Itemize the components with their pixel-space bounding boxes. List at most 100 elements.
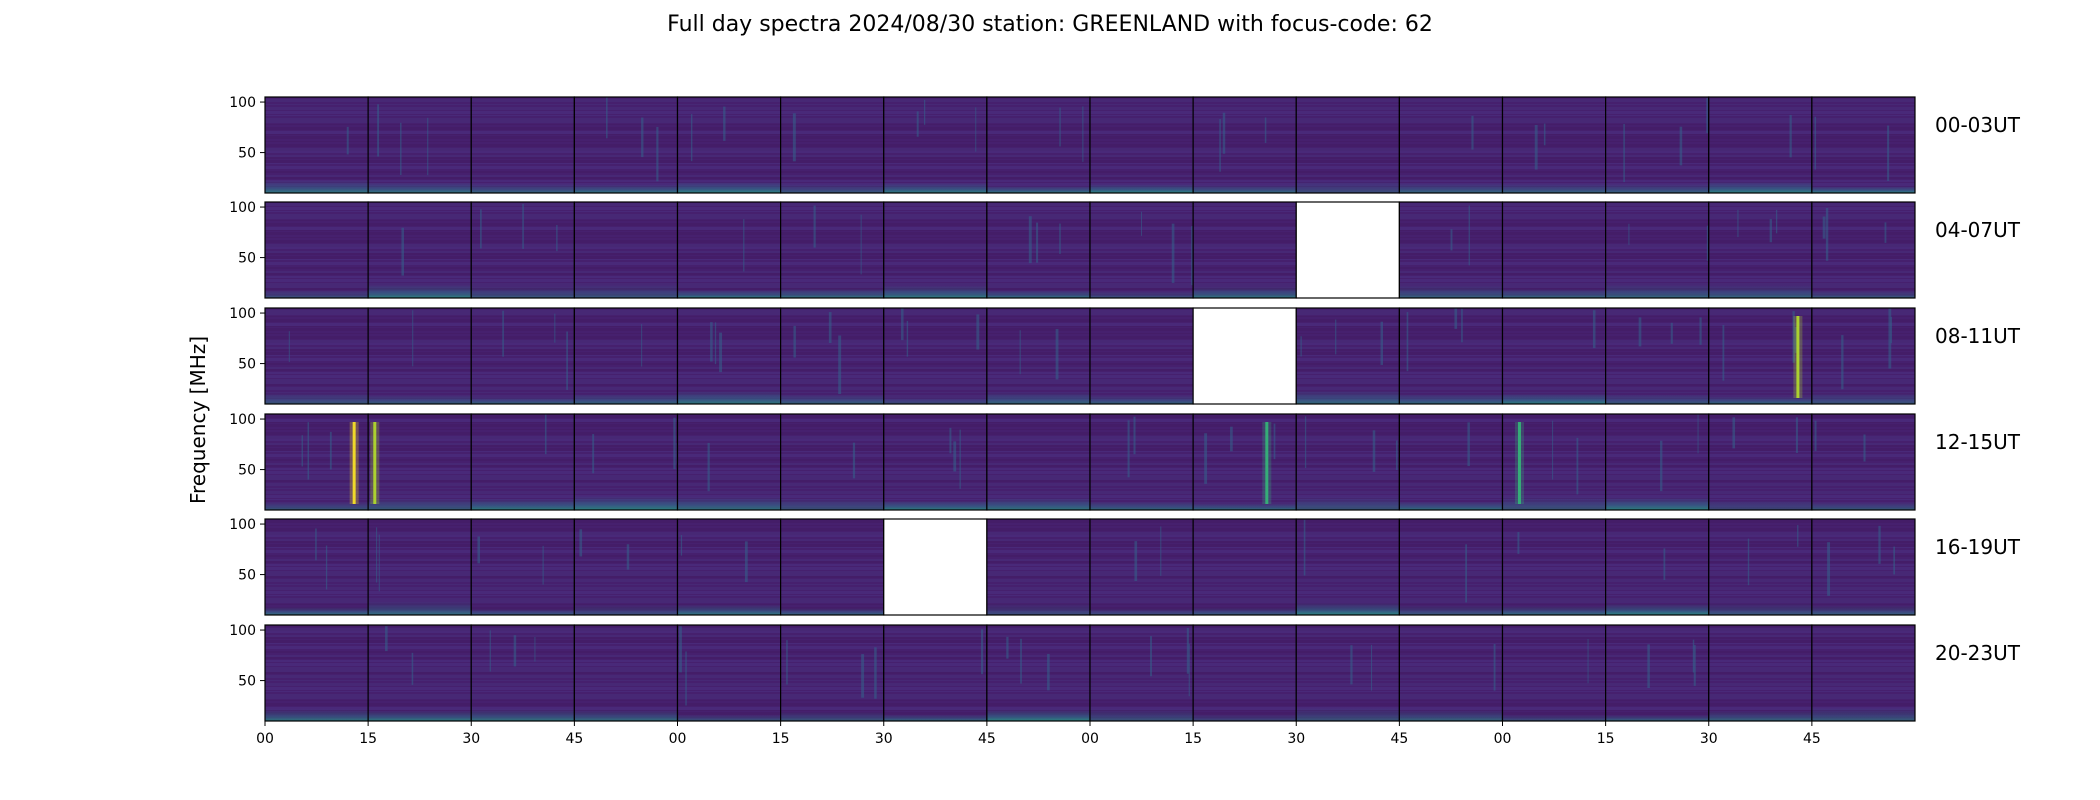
emission-streak xyxy=(828,312,832,344)
emission-streak xyxy=(288,331,290,363)
emission-streak xyxy=(685,651,687,706)
low-frequency-band xyxy=(1399,394,1503,404)
spectrum-panel xyxy=(883,414,987,510)
radio-burst-glow xyxy=(370,422,380,504)
y-tick-label: 100 xyxy=(229,412,256,428)
low-frequency-band xyxy=(1090,395,1194,404)
low-frequency-band xyxy=(1296,496,1400,510)
radio-burst-glow xyxy=(349,422,359,504)
x-tick-label: 00 xyxy=(669,731,687,747)
spectrum-panel xyxy=(1605,202,1709,298)
low-frequency-band xyxy=(883,714,987,721)
spectrum-panel xyxy=(1502,519,1606,615)
low-frequency-band xyxy=(1605,497,1709,510)
spectrum-panel xyxy=(780,308,884,404)
low-frequency-band xyxy=(574,709,678,721)
emission-streak xyxy=(1465,544,1468,603)
spectrum-panel xyxy=(1811,97,1915,193)
emission-streak xyxy=(1841,335,1844,390)
spectrum-panel xyxy=(1502,308,1606,404)
spectrum-panel xyxy=(883,308,987,404)
emission-streak xyxy=(852,442,856,479)
emission-streak xyxy=(544,414,547,455)
emission-streak xyxy=(301,435,303,467)
spectrum-panel xyxy=(574,519,678,615)
emission-streak xyxy=(1273,423,1276,460)
low-frequency-band xyxy=(368,284,472,298)
emission-streak xyxy=(1623,123,1625,183)
low-frequency-band xyxy=(1090,708,1194,721)
emission-streak xyxy=(1679,126,1683,166)
low-frequency-band xyxy=(1296,180,1400,193)
spectrum-panel xyxy=(265,97,369,193)
low-frequency-band xyxy=(780,183,884,193)
low-frequency-band xyxy=(1811,605,1915,615)
spectrum-panel xyxy=(1090,308,1194,404)
spectrum-panel xyxy=(265,202,369,298)
x-tick-label: 30 xyxy=(1287,731,1305,747)
spectrum-panel xyxy=(1193,414,1297,510)
spectrum-panel xyxy=(574,414,678,510)
spectrum-panel xyxy=(1399,97,1503,193)
spectrum-panel xyxy=(1296,97,1400,193)
emission-streak xyxy=(489,630,491,672)
emission-streak xyxy=(1047,653,1050,691)
emission-streak xyxy=(1663,548,1666,580)
emission-streak xyxy=(513,635,517,667)
low-frequency-band xyxy=(1090,184,1194,193)
x-tick-label: 00 xyxy=(1081,731,1099,747)
emission-streak xyxy=(315,528,317,561)
spectrum-panel xyxy=(677,97,781,193)
low-frequency-band xyxy=(1399,183,1503,193)
spectra-row: 100 50 04-07UT xyxy=(229,200,2021,299)
spectrum-panel xyxy=(368,625,472,721)
emission-streak xyxy=(1141,211,1143,236)
emission-streak xyxy=(1543,123,1546,146)
low-frequency-band xyxy=(1502,393,1606,404)
emission-streak xyxy=(1660,440,1663,492)
emission-streak xyxy=(1471,115,1474,150)
emission-streak xyxy=(981,629,984,675)
spectrum-panel xyxy=(677,519,781,615)
x-tick-label: 15 xyxy=(1184,731,1202,747)
y-tick-label: 100 xyxy=(229,517,256,533)
x-tick-label: 00 xyxy=(256,731,274,747)
emission-streak xyxy=(1450,229,1453,251)
emission-streak xyxy=(1693,645,1696,686)
spectrum-panel xyxy=(574,202,678,298)
y-tick-label: 50 xyxy=(238,568,256,584)
emission-streak xyxy=(1059,223,1061,254)
spectrum-panel xyxy=(1811,625,1915,721)
low-frequency-band xyxy=(1090,608,1194,615)
emission-streak xyxy=(1797,525,1799,547)
panel-frame xyxy=(1811,201,1916,299)
spectra-row: 100 50 00-03UT xyxy=(229,95,2021,194)
emission-streak xyxy=(1006,636,1009,659)
emission-streak xyxy=(1406,312,1409,372)
y-tick-label: 100 xyxy=(229,623,256,639)
emission-streak xyxy=(1517,532,1520,554)
emission-streak xyxy=(1887,125,1890,182)
spectra-row: 100 50 16-19UT xyxy=(229,517,2021,616)
x-tick-label: 30 xyxy=(462,731,480,747)
panel-frame xyxy=(1811,96,1916,194)
low-frequency-band xyxy=(986,186,1090,193)
spectrum-panel xyxy=(368,202,472,298)
emission-streak xyxy=(975,107,977,152)
emission-streak xyxy=(1697,414,1699,454)
spectrum-panel xyxy=(1708,414,1812,510)
emission-streak xyxy=(680,535,683,556)
radio-burst xyxy=(1517,422,1521,504)
emission-streak xyxy=(923,99,926,125)
panel-frame xyxy=(1811,307,1916,405)
low-frequency-band xyxy=(677,181,781,193)
emission-streak xyxy=(1747,538,1750,586)
emission-streak xyxy=(1706,97,1709,134)
low-frequency-band xyxy=(1605,603,1709,615)
low-frequency-band xyxy=(677,714,781,721)
spectrum-panel xyxy=(368,97,472,193)
spectrum-panel xyxy=(1399,625,1503,721)
emission-streak xyxy=(400,122,402,176)
x-tick-label: 30 xyxy=(875,731,893,747)
spectrum-panel xyxy=(1296,414,1400,510)
